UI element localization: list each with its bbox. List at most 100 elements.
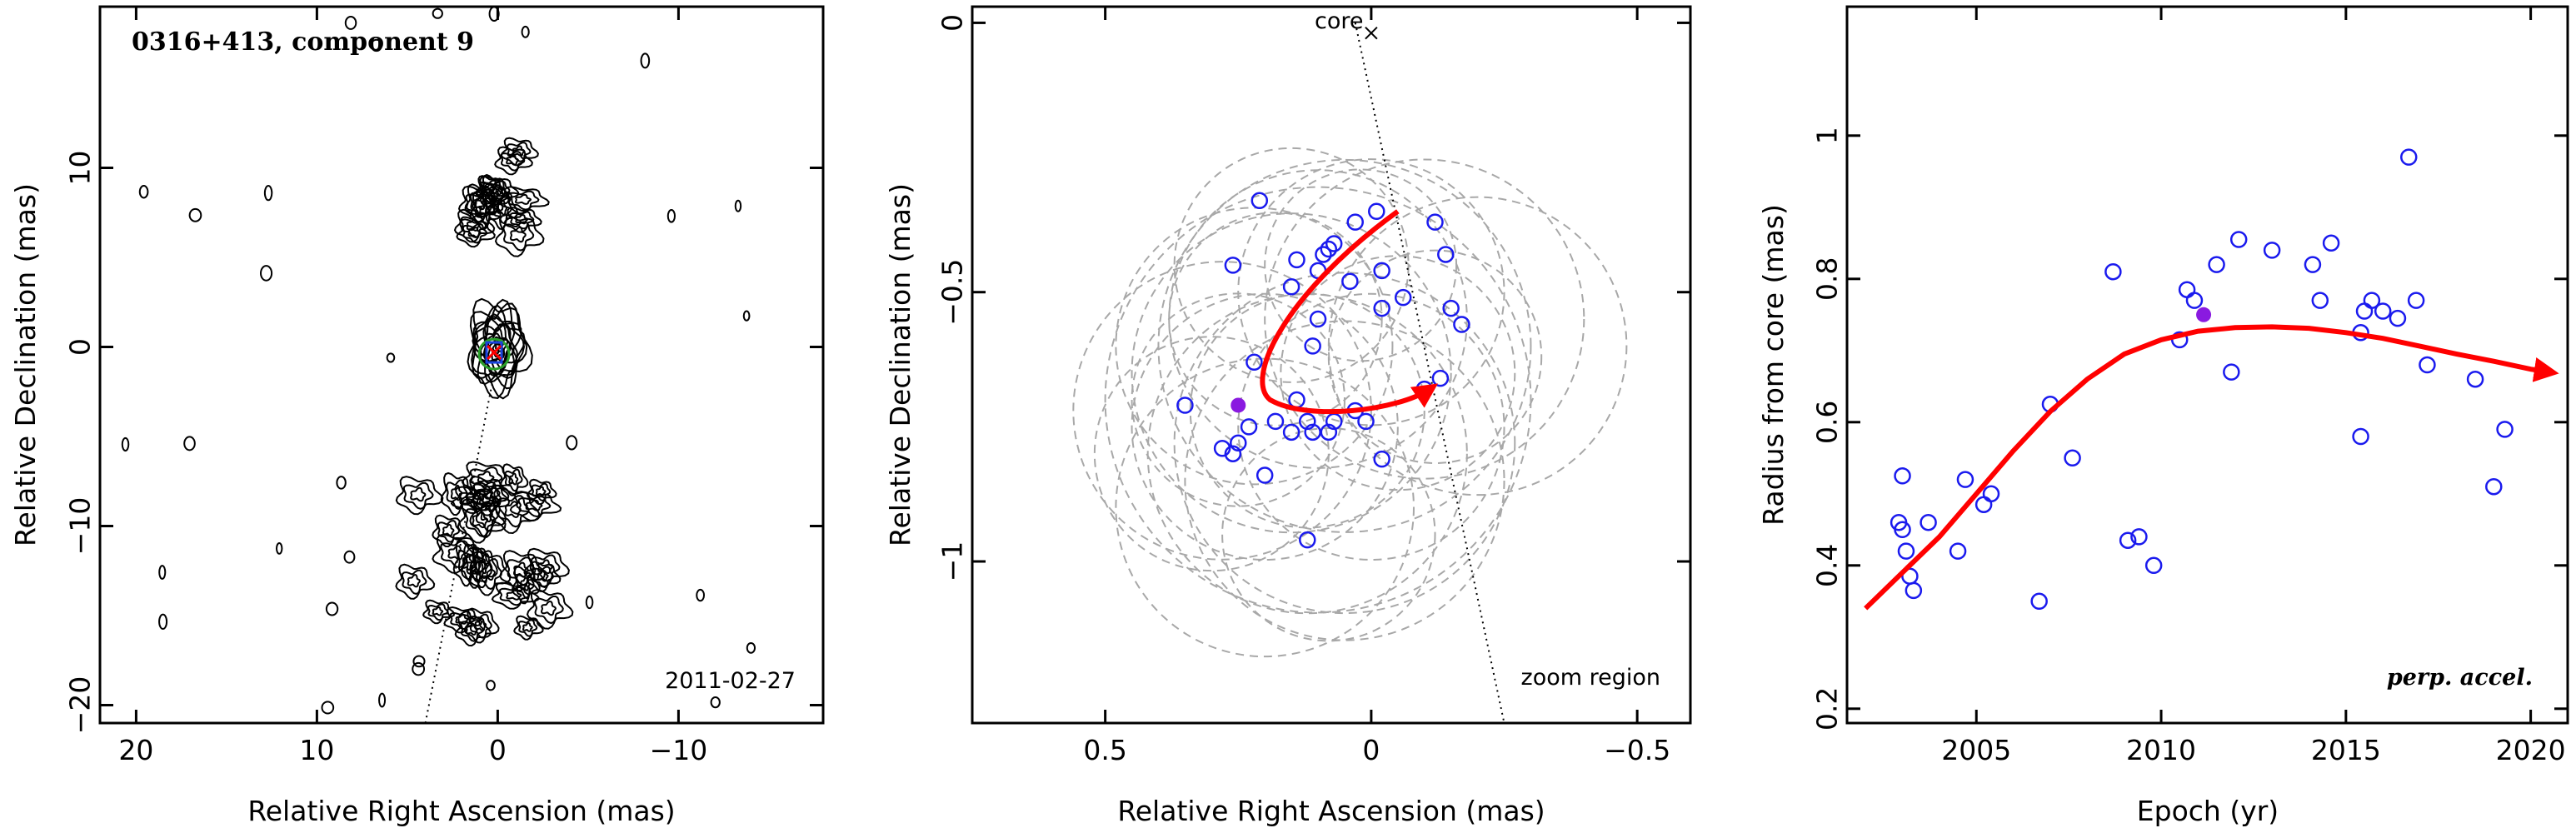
p1-ticks: 20 10 0 −10 10 0 −10 −20 [64,7,823,766]
south-lobe-contour [401,569,427,595]
data-point [2355,302,2374,320]
data-point [1299,531,1316,549]
data-point [1320,240,1338,258]
south-lobe-contour [517,496,552,518]
data-point [2363,292,2381,309]
data-point [1894,467,1911,485]
uncertainty-circle [1184,320,1505,641]
data-point [2119,531,2137,549]
core-contour [473,316,518,377]
data-point [1905,581,1923,600]
data-point [2263,242,2281,259]
panel-zoom-region: 0.5 0 −0.5 0 −0.5 −1 core zoom region Relativ… [884,5,1692,827]
p2-x-tick-label: −0.5 [1604,734,1670,766]
data-point [1897,542,1915,560]
south-lobe-contour [410,486,427,502]
p2-x-tick-label: 0.5 [1083,734,1126,766]
data-point [1341,272,1359,291]
south-lobe-contour [520,576,531,591]
p1-x-tick-label: 10 [299,734,334,766]
north-lobe-contour [492,194,512,225]
south-lobe-contour [472,511,489,529]
uncertainty-circle [1327,249,1543,465]
noise-contour [432,7,443,19]
north-lobe-contour [478,202,491,217]
data-point [1453,316,1470,333]
data-point [1437,246,1455,263]
data-point [2352,427,2369,446]
south-lobe-contour [535,486,547,496]
data-point [1224,257,1242,274]
south-lobe-contour [442,523,455,536]
uncertainty-circle [1264,168,1458,362]
data-point [2485,477,2503,496]
uncertainty-circle [1173,272,1516,615]
south-lobe-contour [477,471,495,484]
noise-contour [138,185,149,199]
panel-radius-vs-epoch: 2005 2010 2015 2020 0.2 0.4 0.6 0.8 1 perp. acce… [1757,5,2569,827]
noise-contour [746,641,756,654]
p3-x-tick-label: 2005 [1941,734,2011,766]
data-point [2223,363,2240,381]
north-lobe-contour [509,226,527,243]
noise-contour [121,436,130,452]
south-lobe-contour [516,571,535,600]
p1-y-tick-label: 10 [64,151,97,186]
north-lobe-contour [462,223,488,244]
p1-y-tick-label: 0 [64,338,97,356]
data-point [2030,592,2048,611]
p1-plot-content [121,6,756,724]
p3-x-tick-label: 2015 [2311,734,2381,766]
p2-zoom-annotation: zoom region [1521,665,1660,691]
data-point [1346,213,1364,231]
noise-contour [710,696,721,709]
noise-contour [336,476,347,490]
data-point [2144,556,2163,575]
component-cross [486,345,502,361]
south-lobe-contour [458,490,492,511]
p3-y-axis-label: Radius from core (mas) [1757,204,1790,526]
uncertainty-circle [1173,147,1410,383]
data-point [1394,288,1412,307]
south-lobe-contour [481,563,497,581]
south-lobe-contour [440,540,474,569]
p3-plot-content [1864,148,2559,611]
south-lobe-contour [447,545,466,561]
p3-y-tick-label: 0.8 [1811,257,1844,301]
data-point [1373,450,1390,468]
trajectory-arrow [1260,209,1439,415]
data-point [2419,356,2436,374]
south-lobe-contour [455,614,469,625]
p1-date-annotation: 2011-02-27 [665,668,796,694]
p3-y-tick-label: 0.6 [1811,401,1844,444]
noise-contour [158,613,168,630]
north-lobe-contour [465,191,495,218]
data-point [1974,496,1993,513]
data-point [1956,471,1974,488]
p2-y-axis-label: Relative Declination (mas) [884,183,916,546]
data-point [1266,412,1285,431]
p2-frame [971,5,1692,725]
noise-contour [412,655,426,668]
noise-contour [325,601,339,616]
data-point [2104,262,2122,281]
highlight-point [2196,307,2212,322]
south-lobe-contour [460,619,484,642]
trend-arrow [1864,324,2559,611]
south-lobe-contour [432,606,444,616]
data-point [1230,434,1247,452]
data-point [1373,299,1390,317]
jet-axis-line [1354,22,1505,724]
data-point [1282,277,1300,296]
p1-x-tick-label: −10 [650,734,708,766]
p1-x-tick-label: 20 [118,734,153,766]
data-point [1949,542,1967,560]
data-point [1320,423,1338,441]
data-point [2374,302,2392,320]
south-lobe-contour [407,573,422,588]
p3-x-tick-label: 2020 [2496,734,2566,766]
data-point [2229,231,2248,248]
south-lobe-contour [498,586,530,606]
p1-title: 0316+413, component 9 [132,27,474,57]
